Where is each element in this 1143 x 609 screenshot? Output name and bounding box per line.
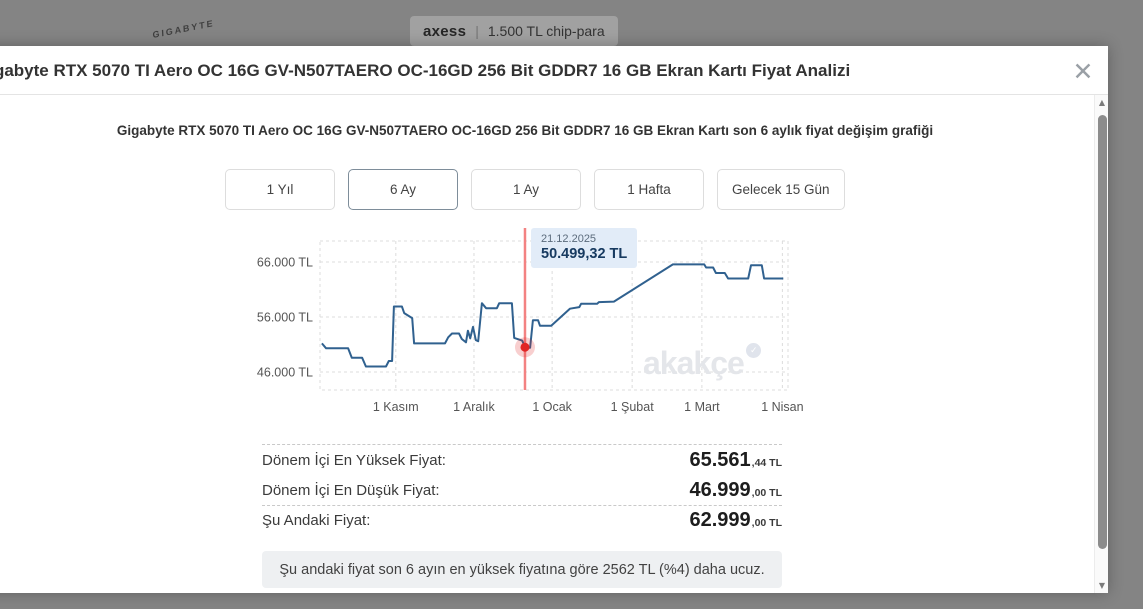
stat-label: Dönem İçi En Düşük Fiyat:: [262, 481, 440, 499]
scroll-down-icon[interactable]: ▼: [1098, 581, 1106, 590]
scrollbar-thumb[interactable]: [1097, 115, 1107, 549]
period-button-1-yil[interactable]: 1 Yıl: [225, 169, 335, 210]
svg-text:1 Aralık: 1 Aralık: [453, 400, 495, 414]
svg-text:66.000 TL: 66.000 TL: [257, 255, 313, 269]
watermark-text: akakçe: [643, 345, 745, 381]
svg-text:1 Mart: 1 Mart: [684, 400, 720, 414]
stat-value: 65.561,44 TL: [689, 449, 782, 472]
close-icon[interactable]: ✕: [1064, 53, 1102, 91]
svg-text:46.000 TL: 46.000 TL: [257, 365, 313, 379]
stat-label: Dönem İçi En Yüksek Fiyat:: [262, 451, 446, 469]
period-button-1-hafta[interactable]: 1 Hafta: [594, 169, 704, 210]
stat-value-main: 65.561: [689, 448, 751, 471]
modal-scrollbar[interactable]: ▲ ▼: [1094, 95, 1108, 593]
stat-value-frac: ,00 TL: [751, 517, 782, 529]
modal-header: Gigabyte RTX 5070 TI Aero OC 16G GV-N507…: [0, 46, 1108, 95]
background-product-text: GIGABYTE: [152, 17, 215, 41]
svg-text:1 Şubat: 1 Şubat: [611, 400, 655, 414]
price-chart[interactable]: 66.000 TL 56.000 TL 46.000 TL 1 Kasım 1 Aral…: [245, 222, 810, 418]
stat-value-frac: ,00 TL: [751, 486, 782, 499]
period-button-1-ay[interactable]: 1 Ay: [471, 169, 581, 210]
period-buttons: 1 Yıl 6 Ay 1 Ay 1 Hafta Gelecek 15 Gün: [225, 169, 845, 210]
stat-row-su-andaki-fiyat: Şu Andaki Fiyat: 62.999,00 TL: [262, 505, 782, 535]
tooltip-price: 50.499,32 TL: [541, 246, 628, 262]
svg-text:1 Kasım: 1 Kasım: [373, 400, 419, 414]
watermark-check-icon: ✓: [745, 343, 761, 358]
stat-value-frac: ,44 TL: [751, 456, 782, 469]
axess-badge: axess | 1.500 TL chip-para: [410, 16, 618, 46]
stat-row-donem-ici-en-dusuk-fiyat: Dönem İçi En Düşük Fiyat: 46.999,00 TL: [262, 475, 782, 505]
modal-title: Gigabyte RTX 5070 TI Aero OC 16G GV-N507…: [0, 61, 851, 80]
stat-value-main: 62.999: [689, 509, 751, 531]
stat-row-donem-ici-en-yuksek-fiyat: Dönem İçi En Yüksek Fiyat: 65.561,44 TL: [262, 445, 782, 475]
period-button-6-ay[interactable]: 6 Ay: [348, 169, 458, 210]
akakce-watermark: akakçe ✓: [643, 343, 761, 382]
period-button-gelecek-15-gun[interactable]: Gelecek 15 Gün: [717, 169, 845, 210]
price-analysis-modal: Gigabyte RTX 5070 TI Aero OC 16G GV-N507…: [0, 46, 1108, 593]
axess-logo: axess: [423, 22, 467, 40]
stat-value-main: 46.999: [689, 478, 751, 501]
tooltip-date: 21.12.2025: [541, 233, 597, 245]
price-chart-svg: 66.000 TL 56.000 TL 46.000 TL 1 Kasım 1 Aral…: [257, 228, 804, 414]
svg-text:1 Nisan: 1 Nisan: [761, 400, 803, 414]
badge-text: 1.500 TL chip-para: [487, 23, 605, 39]
chart-subtitle: Gigabyte RTX 5070 TI Aero OC 16G GV-N507…: [116, 123, 934, 138]
price-note: Şu andaki fiyat son 6 ayın en yüksek fiy…: [262, 551, 782, 588]
stat-label: Şu Andaki Fiyat:: [262, 512, 371, 529]
stat-value: 46.999,00 TL: [689, 479, 782, 502]
svg-text:56.000 TL: 56.000 TL: [257, 310, 313, 324]
stat-value: 62.999,00 TL: [689, 509, 782, 532]
badge-divider: |: [475, 23, 479, 39]
chart-tooltip: 21.12.2025 50.499,32 TL: [531, 228, 638, 268]
svg-text:1 Ocak: 1 Ocak: [532, 400, 572, 414]
scroll-up-icon[interactable]: ▲: [1098, 98, 1106, 107]
stats-table: Dönem İçi En Yüksek Fiyat: 65.561,44 TL Dö…: [262, 444, 782, 535]
